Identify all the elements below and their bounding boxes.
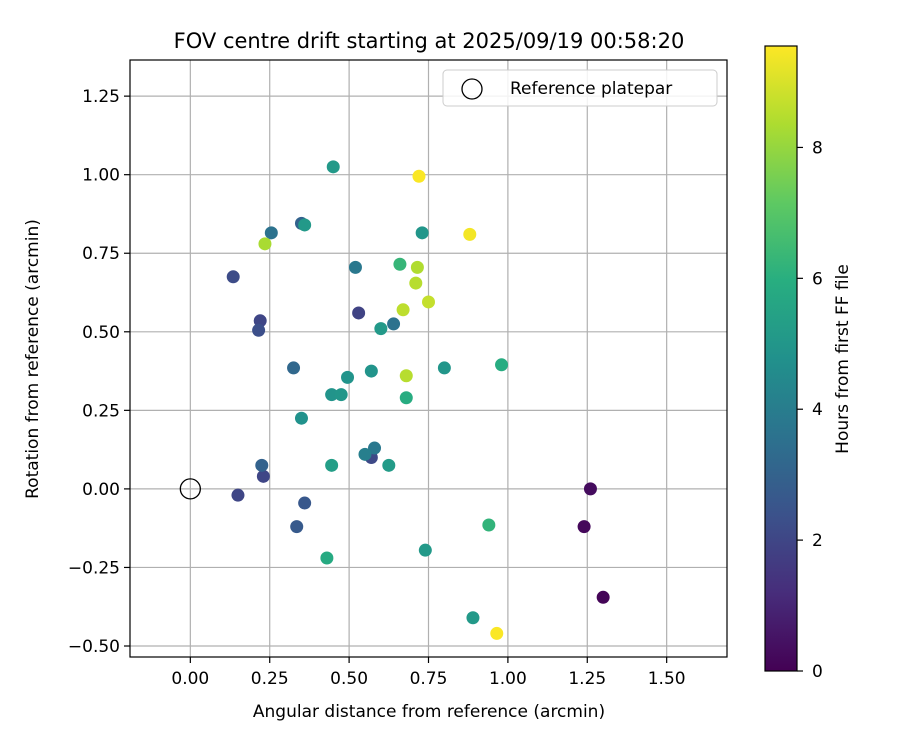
y-axis-ticks: −0.50 −0.25 0.00 0.25 0.50 0.75 1.00 1.25	[68, 87, 130, 657]
data-point	[298, 218, 312, 232]
colorbar-ticks: 0 2 4 6 8	[797, 138, 823, 682]
x-tick-label: 0.50	[330, 669, 368, 689]
colorbar-gradient	[764, 45, 798, 672]
colorbar-tick-label: 8	[812, 138, 823, 158]
x-tick-label: 0.25	[251, 669, 289, 689]
data-point	[298, 496, 312, 510]
x-tick-label: 1.00	[489, 669, 527, 689]
data-point	[399, 391, 413, 405]
reference-marker	[179, 478, 201, 500]
data-point	[463, 227, 477, 241]
reference-marker-group	[179, 478, 201, 500]
data-point	[326, 160, 340, 174]
data-point	[341, 370, 355, 384]
data-point	[583, 482, 597, 496]
y-tick-label: 0.00	[82, 480, 120, 500]
data-point	[294, 411, 308, 425]
data-point	[437, 361, 451, 375]
y-axis-label: Rotation from reference (arcmin)	[23, 219, 43, 499]
data-point	[396, 303, 410, 317]
y-tick-label: −0.25	[68, 558, 120, 578]
data-point	[418, 543, 432, 557]
data-point	[368, 441, 382, 455]
data-point	[495, 358, 509, 372]
data-point	[387, 317, 401, 331]
y-tick-label: 1.00	[82, 166, 120, 186]
data-point	[399, 369, 413, 383]
colorbar: 0 2 4 6 8 Hours from first FF file	[764, 45, 853, 682]
colorbar-tick-label: 0	[812, 662, 823, 682]
data-point	[226, 270, 240, 284]
data-point	[252, 323, 266, 337]
data-point	[320, 551, 334, 565]
data-point	[256, 469, 270, 483]
data-point	[596, 590, 610, 604]
data-point	[364, 364, 378, 378]
data-points	[226, 160, 610, 640]
data-point	[482, 518, 496, 532]
data-point	[348, 260, 362, 274]
data-point	[577, 520, 591, 534]
data-point	[412, 169, 426, 183]
y-tick-label: 1.25	[82, 87, 120, 107]
data-point	[374, 322, 388, 336]
data-point	[290, 520, 304, 534]
y-tick-label: 0.50	[82, 323, 120, 343]
colorbar-tick-label: 4	[812, 400, 823, 420]
legend-reference-marker	[461, 78, 483, 100]
data-point	[415, 226, 429, 240]
data-point	[382, 458, 396, 472]
data-point	[325, 388, 339, 402]
chart-title: FOV centre drift starting at 2025/09/19 …	[174, 29, 685, 53]
data-point	[410, 260, 424, 274]
data-point	[352, 306, 366, 320]
data-point	[255, 458, 269, 472]
data-point	[466, 611, 480, 625]
data-point	[393, 257, 407, 271]
x-tick-label: 0.00	[171, 669, 209, 689]
data-point	[409, 276, 423, 290]
colorbar-tick-label: 2	[812, 531, 823, 551]
data-point	[287, 361, 301, 375]
data-point	[231, 488, 245, 502]
data-point	[264, 226, 278, 240]
colorbar-label: Hours from first FF file	[833, 264, 853, 454]
y-tick-label: −0.50	[68, 637, 120, 657]
legend-box	[442, 69, 718, 107]
legend: Reference platepar	[442, 69, 718, 107]
data-point	[358, 447, 372, 461]
data-point	[258, 237, 272, 251]
x-tick-label: 1.50	[648, 669, 686, 689]
legend-label: Reference platepar	[510, 79, 672, 99]
colorbar-tick-label: 6	[812, 269, 823, 289]
data-point	[490, 626, 504, 640]
x-axis-label: Angular distance from reference (arcmin)	[253, 702, 605, 722]
x-axis-ticks: 0.00 0.25 0.50 0.75 1.00 1.25 1.50	[171, 657, 686, 689]
data-point	[325, 458, 339, 472]
y-tick-label: 0.75	[82, 244, 120, 264]
data-point	[422, 295, 435, 309]
x-tick-label: 1.25	[568, 669, 606, 689]
y-tick-label: 0.25	[82, 401, 120, 421]
grid-lines	[130, 60, 727, 657]
x-tick-label: 0.75	[410, 669, 448, 689]
data-point	[334, 388, 348, 402]
